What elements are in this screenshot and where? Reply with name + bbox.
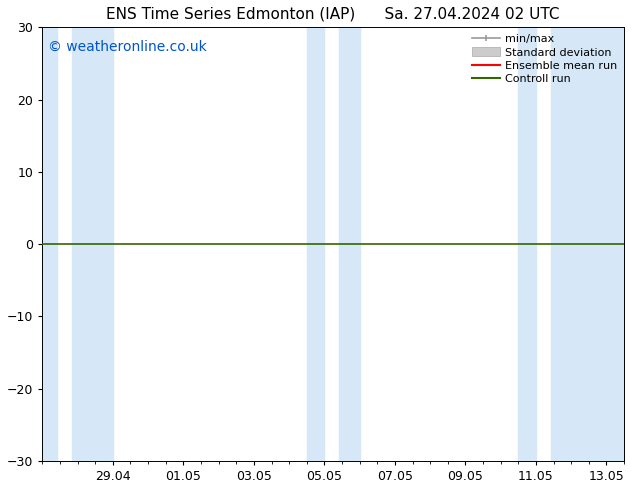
Bar (551, 27, 624, 461)
Bar (72, 27, 113, 461)
Title: ENS Time Series Edmonton (IAP)      Sa. 27.04.2024 02 UTC: ENS Time Series Edmonton (IAP) Sa. 27.04… (107, 7, 560, 22)
Legend: min/max, Standard deviation, Ensemble mean run, Controll run: min/max, Standard deviation, Ensemble me… (467, 29, 622, 89)
Bar (42, 27, 57, 461)
Bar (339, 27, 359, 461)
Text: © weatheronline.co.uk: © weatheronline.co.uk (48, 40, 207, 54)
Bar (307, 27, 325, 461)
Bar (519, 27, 536, 461)
